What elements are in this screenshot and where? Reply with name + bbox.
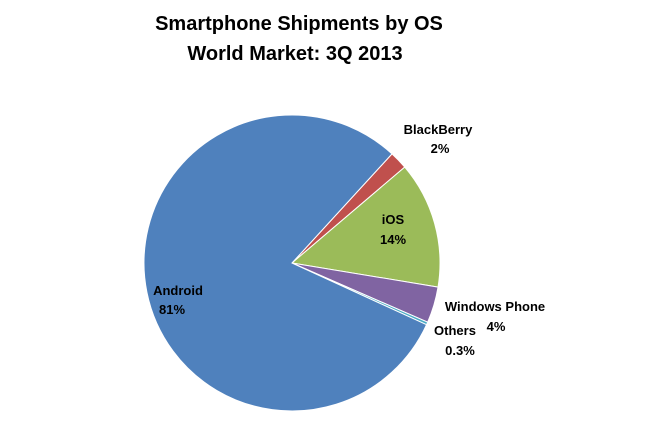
label-android-value: 81% bbox=[159, 302, 185, 317]
label-blackberry-name: BlackBerry bbox=[404, 122, 473, 137]
chart-title-line-1: Smartphone Shipments by OS bbox=[155, 13, 443, 35]
pie-slices bbox=[143, 114, 441, 412]
label-ios-value: 14% bbox=[380, 232, 406, 247]
slice-android bbox=[143, 114, 428, 412]
label-windows-phone-value: 4% bbox=[487, 319, 506, 334]
label-others-name: Others bbox=[434, 323, 476, 338]
slice-labels: BlackBerry 2% iOS 14% Windows Phone 4% O… bbox=[153, 122, 545, 358]
chart-title: Smartphone Shipments by OS World Market:… bbox=[155, 13, 443, 65]
label-ios-name: iOS bbox=[382, 212, 405, 227]
label-blackberry-value: 2% bbox=[431, 141, 450, 156]
slice-ios bbox=[290, 166, 441, 288]
chart-title-line-2: World Market: 3Q 2013 bbox=[187, 43, 402, 65]
label-android-name: Android bbox=[153, 283, 203, 298]
label-others-value: 0.3% bbox=[445, 343, 475, 358]
label-windows-phone-name: Windows Phone bbox=[445, 299, 545, 314]
